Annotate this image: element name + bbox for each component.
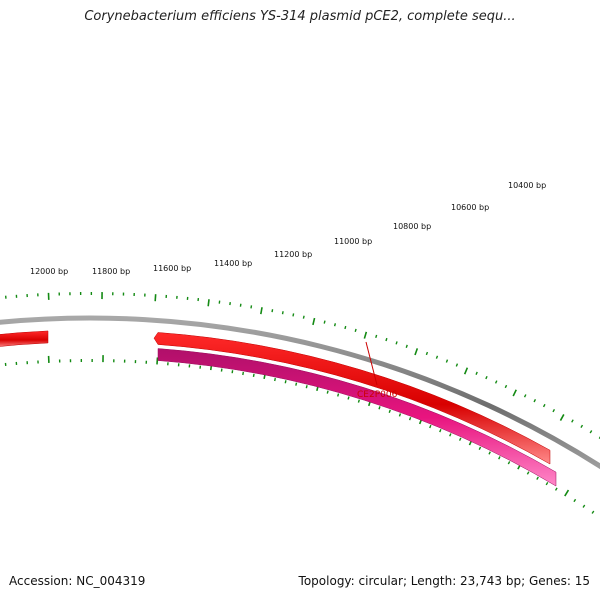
minor-tick	[507, 461, 511, 465]
tick-label: 10800 bp	[393, 222, 431, 231]
minor-tick	[582, 504, 586, 508]
tick-label: 11400 bp	[214, 259, 252, 268]
minor-tick	[388, 409, 391, 413]
minor-tick	[333, 323, 337, 327]
minor-tick	[323, 320, 326, 324]
major-tick	[414, 348, 419, 356]
tick-label: 10600 bp	[451, 203, 489, 212]
minor-tick	[347, 396, 350, 400]
major-tick	[312, 317, 316, 326]
minor-tick	[429, 424, 432, 429]
minor-tick	[326, 390, 329, 394]
minor-tick	[305, 385, 308, 389]
minor-tick	[242, 371, 245, 376]
minor-tick	[494, 380, 498, 384]
minor-tick	[580, 424, 584, 428]
major-tick	[564, 489, 570, 497]
minor-tick	[274, 377, 276, 382]
minor-tick	[573, 498, 577, 503]
gene-label-leader-line	[365, 341, 378, 386]
minor-tick	[485, 375, 488, 380]
sequence-backbone	[0, 315, 600, 470]
gene-label[interactable]: CE2P006	[357, 390, 398, 400]
minor-tick	[354, 328, 357, 332]
tick-label: 11600 bp	[153, 264, 191, 273]
minor-tick	[554, 487, 558, 491]
minor-tick	[475, 371, 478, 375]
major-tick	[463, 367, 469, 375]
minor-tick	[533, 399, 537, 403]
minor-tick	[398, 413, 402, 417]
accession-text: Accession: NC_004319	[9, 574, 146, 588]
minor-tick	[449, 433, 452, 437]
tick-label: 11000 bp	[334, 237, 372, 246]
minor-tick	[536, 476, 539, 480]
minor-tick	[552, 408, 556, 413]
minor-tick	[458, 437, 462, 441]
minor-tick	[385, 337, 388, 342]
minor-tick	[523, 394, 527, 398]
tick-label: 11200 bp	[274, 250, 312, 259]
minor-tick	[271, 309, 274, 313]
minor-tick	[292, 313, 295, 317]
minor-tick	[526, 471, 530, 475]
major-tick	[559, 414, 565, 421]
minor-tick	[498, 456, 501, 460]
major-tick	[207, 299, 210, 307]
major-tick	[156, 357, 159, 365]
minor-tick	[344, 325, 347, 330]
minor-tick	[425, 351, 429, 356]
minor-tick	[252, 373, 255, 377]
major-tick	[260, 307, 263, 315]
minor-tick	[395, 341, 398, 345]
minor-tick	[439, 429, 442, 433]
minor-tick	[504, 384, 508, 389]
outer-tick-ring	[4, 292, 600, 439]
minor-tick	[337, 393, 340, 397]
sequence-summary-text: Topology: circular; Length: 23,743 bp; G…	[298, 574, 590, 588]
minor-tick	[284, 380, 287, 384]
minor-tick	[478, 446, 482, 450]
major-tick	[363, 331, 368, 339]
forward-gene-feature[interactable]	[0, 330, 49, 347]
minor-tick	[302, 315, 305, 319]
minor-tick	[455, 363, 459, 367]
minor-tick	[357, 399, 360, 403]
reverse-gene-feature[interactable]	[157, 348, 557, 487]
major-tick	[512, 389, 517, 397]
minor-tick	[445, 359, 449, 363]
minor-tick	[591, 510, 595, 514]
minor-tick	[571, 419, 574, 423]
minor-tick	[378, 406, 381, 410]
minor-tick	[542, 403, 546, 408]
tick-label: 12000 bp	[30, 267, 68, 276]
minor-tick	[589, 430, 593, 434]
tick-label: 10400 bp	[508, 181, 546, 190]
minor-tick	[408, 417, 412, 421]
minor-tick	[250, 305, 253, 309]
map-title: Corynebacterium efficiens YS-314 plasmid…	[84, 9, 516, 24]
minor-tick	[405, 344, 408, 348]
minor-tick	[295, 382, 298, 386]
minor-tick	[488, 451, 491, 455]
tick-label: 11800 bp	[92, 267, 130, 276]
minor-tick	[435, 355, 439, 359]
minor-tick	[545, 481, 549, 486]
forward-gene-feature[interactable]	[153, 332, 551, 465]
minor-tick	[375, 334, 378, 339]
tick-label-group: 12000 bp 11800 bp 11600 bp 11400 bp 1120…	[30, 181, 546, 276]
minor-tick	[281, 311, 284, 315]
